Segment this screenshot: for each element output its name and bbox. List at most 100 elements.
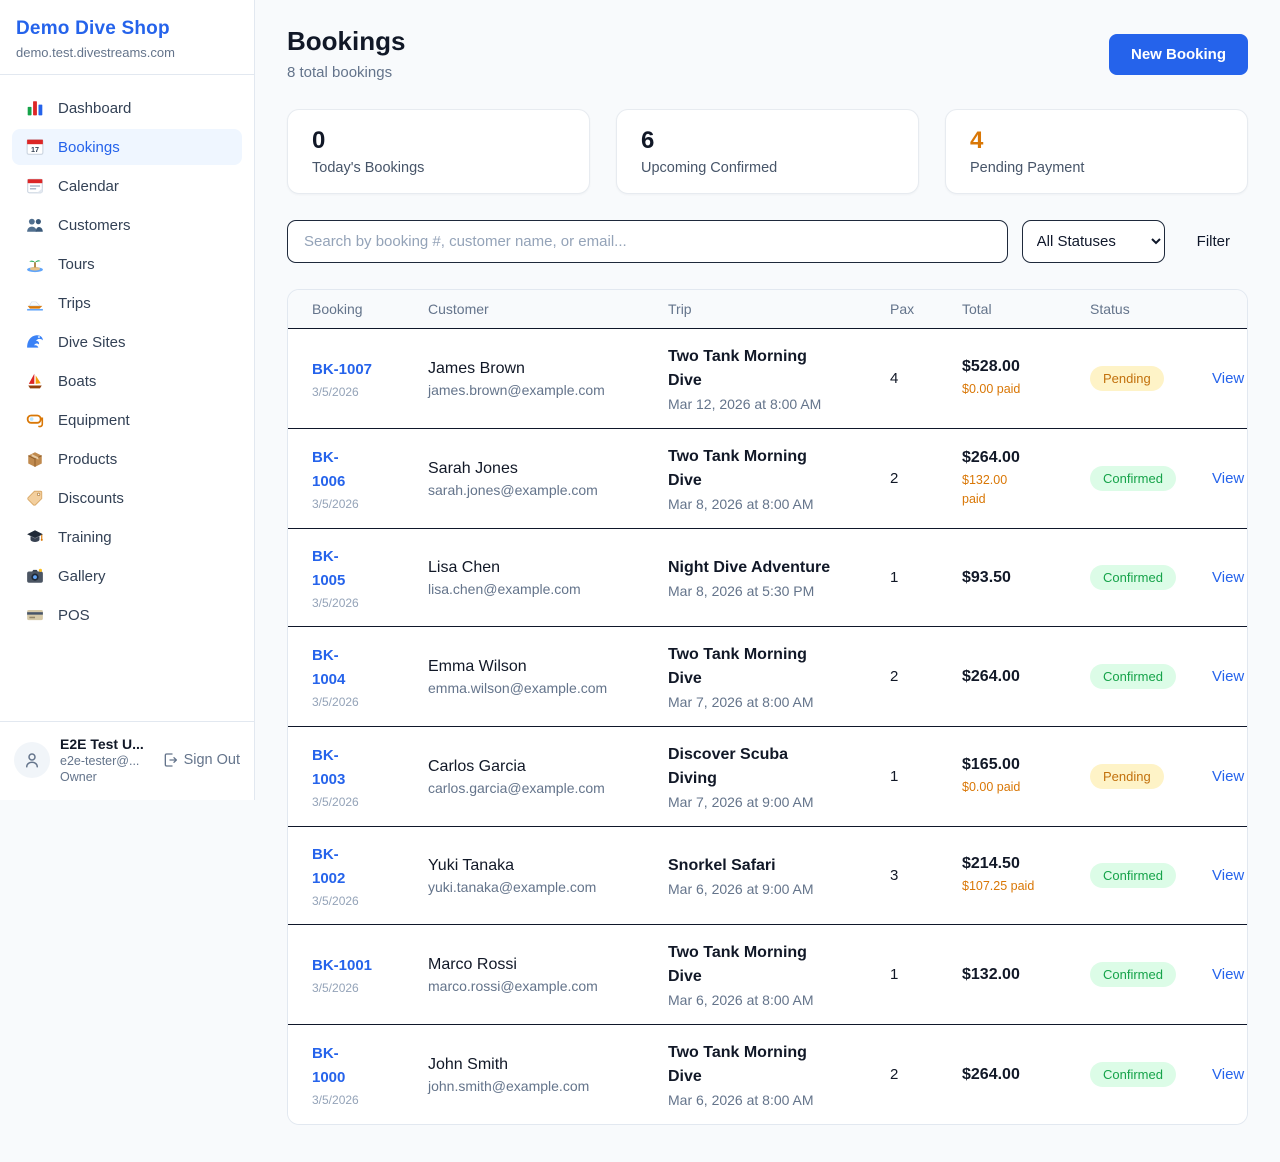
table-row: BK-1003 3/5/2026 Carlos Garcia carlos.ga… [288,727,1247,827]
trip-name: Two Tank Morning Dive [668,448,807,489]
user-name: E2E Test U... [60,736,144,752]
booking-cell: BK-1002 3/5/2026 [312,843,424,908]
booking-date: 3/5/2026 [312,384,359,399]
total-cell: $93.50 [962,569,1086,587]
customer-cell: Yuki Tanaka yuki.tanaka@example.com [428,857,664,895]
sidebar-item-boats[interactable]: Boats [12,363,242,399]
table-row: BK-1001 3/5/2026 Marco Rossi marco.rossi… [288,925,1247,1025]
view-link[interactable]: View [1212,568,1245,586]
search-input[interactable] [287,220,1008,263]
trip-cell: Discover Scuba Diving Mar 7, 2026 at 9:0… [668,743,886,810]
svg-text:17: 17 [31,145,39,154]
graduation-cap-icon [26,528,44,546]
credit-card-icon [26,606,44,624]
trip-name: Two Tank Morning Dive [668,348,807,389]
trip-name: Two Tank Morning Dive [668,1044,807,1085]
view-link[interactable]: View [1212,965,1245,983]
sidebar-item-label: Bookings [58,138,120,156]
status-cell: Confirmed [1090,466,1208,491]
paid-amount: $0.00 paid [962,382,1021,397]
table-header: Booking Customer Trip Pax Total Status [288,290,1247,329]
sidebar-item-products[interactable]: Products [12,441,242,477]
trip-name: Discover Scuba Diving [668,746,789,787]
people-icon [26,216,44,234]
customer-cell: Lisa Chen lisa.chen@example.com [428,559,664,597]
booking-date: 3/5/2026 [312,980,359,995]
action-cell: View [1212,768,1244,786]
booking-link[interactable]: BK-1006 [312,449,346,490]
sidebar-item-tours[interactable]: Tours [12,246,242,282]
view-link[interactable]: View [1212,866,1245,884]
total-amount: $264.00 [962,667,1020,685]
sidebar-item-label: Boats [58,372,97,390]
customer-cell: Marco Rossi marco.rossi@example.com [428,956,664,994]
booking-cell: BK-1006 3/5/2026 [312,446,424,511]
filter-button[interactable]: Filter [1179,233,1248,250]
booking-link[interactable]: BK-1005 [312,548,346,589]
sidebar-item-dive-sites[interactable]: Dive Sites [12,324,242,360]
pax-count: 1 [890,966,899,983]
booking-link[interactable]: BK-1000 [312,1045,346,1086]
sidebar-item-dashboard[interactable]: Dashboard [12,90,242,126]
bookings-table: Booking Customer Trip Pax Total Status BK-100… [287,289,1248,1125]
customer-cell: Carlos Garcia carlos.garcia@example.com [428,758,664,796]
action-cell: View [1212,470,1244,488]
wave-icon [26,333,44,351]
booking-link[interactable]: BK-1001 [312,957,373,975]
trip-datetime: Mar 8, 2026 at 8:00 AM [668,496,814,512]
sidebar-item-label: Dashboard [58,99,132,117]
status-cell: Pending [1090,366,1208,391]
avatar [14,742,50,778]
new-booking-button[interactable]: New Booking [1108,34,1248,75]
booking-cell: BK-1001 3/5/2026 [312,954,424,994]
table-row: BK-1002 3/5/2026 Yuki Tanaka yuki.tanaka… [288,827,1247,925]
view-link[interactable]: View [1212,767,1245,785]
action-cell: View [1212,966,1244,984]
sidebar-nav: Dashboard 17 Bookings Calendar Customers… [0,75,254,721]
sidebar-item-customers[interactable]: Customers [12,207,242,243]
customer-email: yuki.tanaka@example.com [428,878,597,895]
customer-name: Yuki Tanaka [428,856,514,874]
status-badge: Confirmed [1090,664,1176,689]
trip-name: Two Tank Morning Dive [668,646,807,687]
sidebar-item-pos[interactable]: POS [12,597,242,633]
booking-link[interactable]: BK-1002 [312,846,346,887]
sidebar-item-trips[interactable]: Trips [12,285,242,321]
booking-date: 3/5/2026 [312,596,359,610]
sidebar-item-training[interactable]: Training [12,519,242,555]
view-link[interactable]: View [1212,369,1245,387]
sidebar: Demo Dive Shop demo.test.divestreams.com… [0,0,255,800]
trip-datetime: Mar 7, 2026 at 9:00 AM [668,794,814,810]
booking-cell: BK-1003 3/5/2026 [312,744,424,809]
package-icon [26,450,44,468]
sidebar-item-label: Dive Sites [58,333,126,351]
customer-email: emma.wilson@example.com [428,679,608,696]
view-link[interactable]: View [1212,1065,1245,1083]
column-header-pax: Pax [890,301,915,317]
booking-link[interactable]: BK-1004 [312,647,346,688]
sign-out-button[interactable]: Sign Out [160,752,242,768]
status-select[interactable]: All Statuses [1021,220,1165,263]
sidebar-item-equipment[interactable]: Equipment [12,402,242,438]
desert-island-icon [26,255,44,273]
booking-date: 3/5/2026 [312,1093,359,1107]
pax-count: 1 [890,569,899,586]
pax-count: 3 [890,867,899,884]
booking-link[interactable]: BK-1007 [312,361,373,379]
table-row: BK-1007 3/5/2026 James Brown james.brown… [288,329,1247,429]
view-link[interactable]: View [1212,469,1245,487]
view-link[interactable]: View [1212,667,1245,685]
status-cell: Pending [1090,764,1208,789]
sidebar-item-gallery[interactable]: Gallery [12,558,242,594]
sidebar-item-bookings[interactable]: 17 Bookings [12,129,242,165]
total-cell: $264.00 $132.00 paid [962,449,1086,507]
booking-link[interactable]: BK-1003 [312,747,346,788]
pax-count: 2 [890,668,899,685]
user-section: E2E Test U... e2e-tester@... Owner Sign … [0,721,254,800]
camera-icon [26,567,44,585]
sidebar-item-calendar[interactable]: Calendar [12,168,242,204]
trip-name: Snorkel Safari [668,857,776,874]
sidebar-item-discounts[interactable]: Discounts [12,480,242,516]
trip-cell: Two Tank Morning Dive Mar 6, 2026 at 8:0… [668,941,886,1008]
trip-datetime: Mar 6, 2026 at 8:00 AM [668,992,814,1008]
